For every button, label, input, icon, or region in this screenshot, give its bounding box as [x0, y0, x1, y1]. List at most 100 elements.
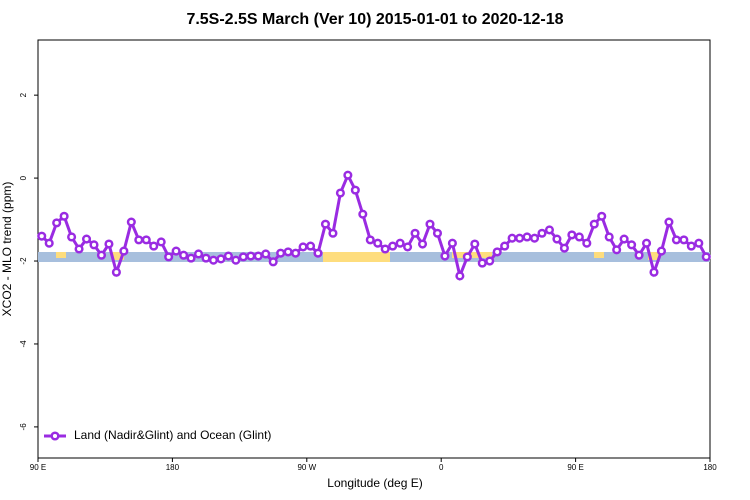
data-point	[447, 238, 457, 248]
data-point	[552, 234, 562, 244]
data-point	[44, 238, 54, 248]
data-point	[193, 249, 204, 259]
data-point	[164, 252, 174, 262]
data-point	[305, 241, 316, 251]
data-point	[283, 247, 293, 257]
data-point	[320, 219, 331, 229]
data-point	[104, 239, 114, 249]
data-point	[96, 250, 107, 260]
data-point	[485, 256, 495, 266]
data-point	[500, 241, 510, 251]
data-point	[268, 257, 278, 267]
data-point	[156, 237, 166, 247]
data-point	[216, 254, 226, 264]
data-point	[455, 271, 465, 281]
data-point	[313, 248, 323, 258]
data-point	[410, 228, 420, 238]
data-point	[223, 251, 233, 261]
data-point	[119, 246, 129, 256]
land-strip	[452, 252, 492, 258]
data-point	[619, 234, 629, 244]
data-point	[679, 235, 689, 245]
x-tick-label: 0	[439, 463, 444, 472]
data-point	[627, 240, 637, 250]
land-strip	[648, 252, 660, 260]
y-tick-label: 2	[19, 92, 28, 97]
data-point	[149, 241, 159, 251]
data-point	[522, 232, 532, 242]
data-point	[134, 235, 144, 245]
data-point	[328, 228, 338, 238]
data-point	[515, 233, 525, 243]
data-point	[365, 235, 375, 245]
data-point	[656, 246, 667, 256]
data-point	[246, 251, 256, 261]
data-point	[37, 231, 47, 241]
data-point	[276, 248, 286, 258]
data-point	[186, 253, 196, 263]
land-strip	[594, 252, 604, 258]
y-tick-label: -2	[19, 257, 28, 265]
data-point	[462, 252, 472, 262]
data-point	[477, 258, 487, 268]
data-point	[694, 238, 704, 248]
land-strip	[56, 252, 66, 258]
data-point	[671, 235, 681, 245]
x-axis-label: Longitude (deg E)	[327, 476, 422, 490]
data-point	[59, 211, 69, 221]
data-point	[470, 239, 480, 249]
data-point	[81, 234, 92, 244]
data-point	[589, 219, 599, 229]
data-point	[261, 249, 271, 259]
plot-frame	[37, 39, 711, 459]
x-tick-label: 90 E	[30, 463, 46, 472]
x-tick-label: 180	[703, 463, 717, 472]
data-point	[567, 230, 577, 240]
data-point	[425, 219, 435, 229]
data-point	[231, 255, 241, 265]
data-point	[141, 235, 151, 245]
data-point	[537, 228, 547, 238]
data-point	[432, 228, 443, 238]
data-point	[208, 255, 219, 265]
data-point	[597, 211, 607, 221]
x-tick-label: 90 E	[567, 463, 583, 472]
x-tick-label: 180	[166, 463, 180, 472]
data-point	[171, 246, 181, 256]
surface-strip	[38, 252, 710, 262]
chart-title: 7.5S-2.5S March (Ver 10) 2015-01-01 to 2…	[186, 11, 563, 28]
land-strip	[323, 252, 390, 262]
data-point	[395, 238, 405, 248]
data-point	[201, 253, 211, 263]
data-point	[544, 225, 555, 235]
data-point	[238, 252, 248, 262]
y-axis-label: XCO2 - MLO trend (ppm)	[0, 182, 14, 317]
data-point	[67, 232, 77, 242]
data-point	[582, 238, 592, 248]
data-point	[111, 267, 121, 277]
data-point	[74, 244, 84, 254]
data-point	[529, 233, 540, 243]
data-point	[612, 245, 622, 255]
y-tick-label: 0	[19, 175, 28, 180]
data-point	[664, 217, 674, 227]
data-point	[649, 267, 659, 277]
y-tick-label: -6	[19, 423, 28, 431]
data-point	[343, 170, 353, 180]
data-point	[492, 247, 502, 257]
data-point	[380, 244, 390, 254]
data-point	[89, 240, 99, 250]
data-point	[559, 243, 569, 253]
data-point	[52, 218, 62, 228]
x-tick-label: 90 W	[297, 463, 316, 472]
land-strip	[112, 252, 124, 260]
data-point	[641, 238, 652, 248]
data-point	[417, 239, 428, 249]
data-point	[701, 252, 711, 262]
data-point	[604, 232, 614, 242]
data-point	[126, 217, 136, 227]
data-point	[686, 241, 696, 251]
data-point	[350, 185, 360, 195]
data-point	[358, 209, 368, 219]
